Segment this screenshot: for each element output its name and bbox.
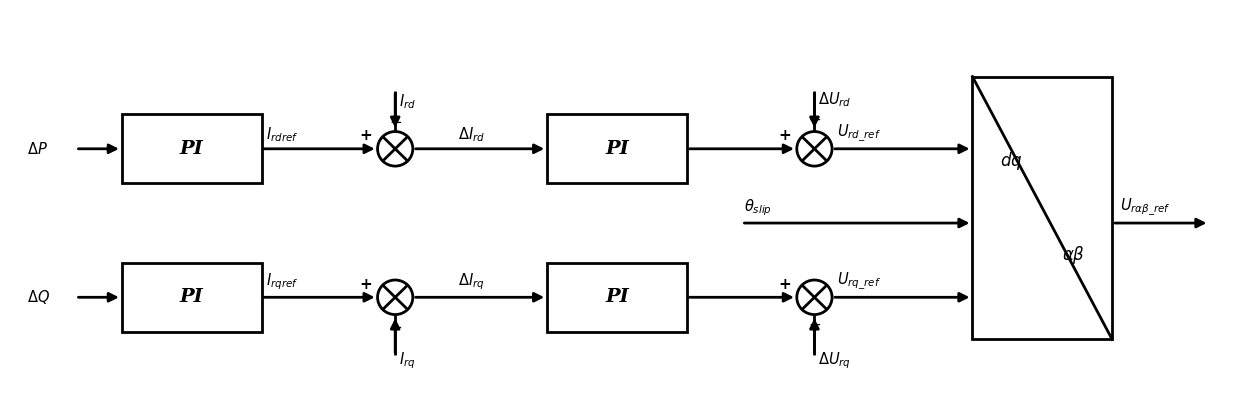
Text: $I_{rdref}$: $I_{rdref}$ [267,125,299,144]
Text: $\Delta Q$: $\Delta Q$ [27,288,50,306]
Text: $I_{rq}$: $I_{rq}$ [399,351,415,371]
Text: $\Delta I_{rq}$: $\Delta I_{rq}$ [458,272,485,293]
Text: $\Delta P$: $\Delta P$ [27,141,48,157]
Text: $-$: $-$ [388,319,402,334]
Text: $U_{r\alpha\beta\_ref}$: $U_{r\alpha\beta\_ref}$ [1120,197,1171,218]
Text: +: + [358,128,372,143]
Bar [547,263,687,332]
Circle shape [797,280,832,315]
Text: $I_{rqref}$: $I_{rqref}$ [267,272,299,293]
Text: $U_{rd\_ref}$: $U_{rd\_ref}$ [837,123,880,144]
Text: PI: PI [180,288,203,306]
Text: $U_{rq\_ref}$: $U_{rq\_ref}$ [837,271,880,293]
Text: $I_{rd}$: $I_{rd}$ [399,92,417,111]
Text: +: + [358,277,372,291]
Circle shape [377,132,413,166]
Text: $\Delta U_{rd}$: $\Delta U_{rd}$ [818,91,852,110]
Circle shape [797,132,832,166]
Text: $-$: $-$ [388,113,402,127]
Bar [122,114,262,184]
Text: PI: PI [605,140,629,158]
Text: $dq$: $dq$ [1001,150,1023,172]
Text: $\theta_{slip}$: $\theta_{slip}$ [744,198,773,218]
Text: +: + [779,277,791,291]
Bar [972,76,1112,339]
Text: $\Delta U_{rq}$: $\Delta U_{rq}$ [818,351,852,371]
Circle shape [377,280,413,315]
Bar [122,263,262,332]
Text: $\Delta I_{rd}$: $\Delta I_{rd}$ [458,125,485,144]
Text: $\alpha\beta$: $\alpha\beta$ [1061,244,1085,266]
Text: $+$: $+$ [808,319,821,334]
Text: +: + [779,128,791,143]
Text: $+$: $+$ [808,113,821,127]
Bar [547,114,687,184]
Text: PI: PI [605,288,629,306]
Text: PI: PI [180,140,203,158]
